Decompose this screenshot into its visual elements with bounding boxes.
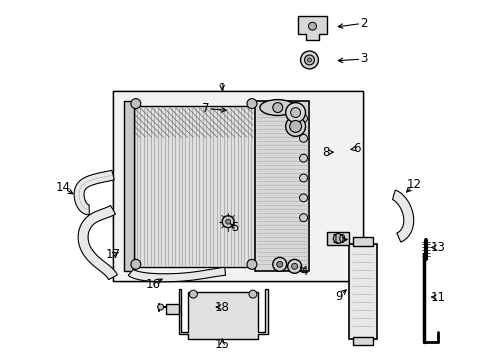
Bar [113, 91, 362, 281]
Polygon shape [392, 190, 413, 242]
Polygon shape [165, 304, 178, 314]
Circle shape [299, 214, 307, 222]
Circle shape [290, 108, 300, 117]
Text: 6: 6 [353, 142, 360, 155]
Polygon shape [178, 289, 267, 339]
Circle shape [308, 22, 316, 30]
Circle shape [300, 51, 318, 69]
Bar [134, 105, 254, 267]
Circle shape [299, 134, 307, 142]
Bar [352, 237, 372, 247]
Polygon shape [297, 16, 326, 40]
Text: 12: 12 [406, 179, 420, 192]
Text: 10: 10 [331, 233, 346, 246]
Text: 15: 15 [214, 338, 229, 351]
Text: 18: 18 [214, 301, 229, 314]
Text: 7: 7 [201, 102, 209, 115]
Text: 17: 17 [105, 248, 120, 261]
Circle shape [285, 103, 305, 122]
Circle shape [131, 99, 141, 109]
Circle shape [246, 260, 256, 269]
Text: 2: 2 [360, 17, 367, 30]
Text: 13: 13 [430, 241, 445, 254]
Text: 11: 11 [430, 291, 445, 303]
Circle shape [299, 194, 307, 202]
Circle shape [272, 103, 282, 113]
Circle shape [157, 304, 163, 310]
Bar [113, 91, 362, 281]
Ellipse shape [259, 100, 295, 116]
Bar [123, 100, 134, 271]
Circle shape [291, 264, 297, 269]
Circle shape [246, 99, 256, 109]
Text: 16: 16 [145, 278, 160, 291]
Bar [348, 244, 376, 339]
Polygon shape [78, 206, 117, 280]
Circle shape [299, 174, 307, 182]
Bar [352, 337, 372, 345]
Text: 4: 4 [300, 265, 307, 278]
Text: 1: 1 [218, 82, 225, 95]
Text: 8: 8 [322, 146, 329, 159]
Bar [326, 231, 348, 246]
Polygon shape [74, 170, 114, 215]
Circle shape [285, 117, 305, 136]
Circle shape [272, 257, 286, 271]
Text: 3: 3 [360, 53, 367, 66]
Circle shape [299, 114, 307, 122]
Circle shape [287, 260, 301, 273]
Polygon shape [128, 267, 225, 282]
Circle shape [289, 121, 301, 132]
Circle shape [299, 154, 307, 162]
Bar [254, 100, 309, 271]
Circle shape [333, 234, 343, 243]
Circle shape [304, 55, 314, 65]
Circle shape [131, 260, 141, 269]
Text: 5: 5 [231, 221, 238, 234]
Circle shape [222, 216, 234, 228]
Circle shape [248, 290, 256, 298]
Text: 14: 14 [56, 181, 71, 194]
Circle shape [225, 219, 230, 224]
Text: 9: 9 [335, 289, 342, 303]
Circle shape [276, 261, 282, 267]
Circle shape [307, 58, 311, 62]
Circle shape [189, 290, 197, 298]
